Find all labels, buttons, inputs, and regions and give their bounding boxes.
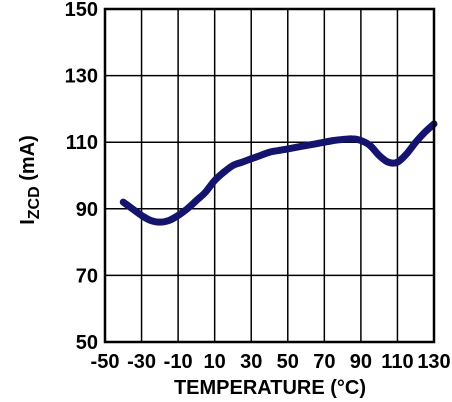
x-tick-labels: -50 -30 -10 10 30 50 70 90 110 130 bbox=[91, 351, 451, 373]
x-tick-label: 30 bbox=[240, 351, 262, 373]
y-axis-title-subscript: ZCD bbox=[26, 186, 43, 219]
y-tick-label: 130 bbox=[65, 66, 98, 88]
x-tick-label: 110 bbox=[381, 351, 413, 373]
series-group bbox=[119, 120, 438, 226]
x-tick-label: -50 bbox=[91, 351, 120, 373]
x-tick-label: 130 bbox=[417, 351, 450, 373]
x-tick-label: 10 bbox=[204, 351, 226, 373]
y-axis-title: IZCD (mA) bbox=[17, 135, 43, 225]
x-tick-label: -10 bbox=[164, 351, 193, 373]
x-tick-label: 70 bbox=[313, 351, 335, 373]
y-axis-title-main: I bbox=[17, 219, 39, 225]
y-tick-label: 150 bbox=[65, 0, 98, 21]
y-tick-label: 110 bbox=[66, 132, 98, 154]
y-tick-labels: 50 70 90 110 130 150 bbox=[65, 0, 98, 354]
y-axis-title-suffix: (mA) bbox=[17, 135, 39, 186]
x-tick-label: 90 bbox=[350, 351, 372, 373]
y-tick-label: 50 bbox=[76, 332, 98, 354]
x-tick-label: -30 bbox=[127, 351, 156, 373]
y-tick-label: 70 bbox=[76, 265, 98, 287]
series-line bbox=[119, 120, 438, 226]
grid bbox=[105, 9, 434, 342]
x-axis-title: TEMPERATURE (°C) bbox=[174, 377, 366, 399]
plot-frame bbox=[103, 7, 436, 344]
y-tick-label: 90 bbox=[76, 199, 98, 221]
x-tick-label: 50 bbox=[277, 351, 299, 373]
